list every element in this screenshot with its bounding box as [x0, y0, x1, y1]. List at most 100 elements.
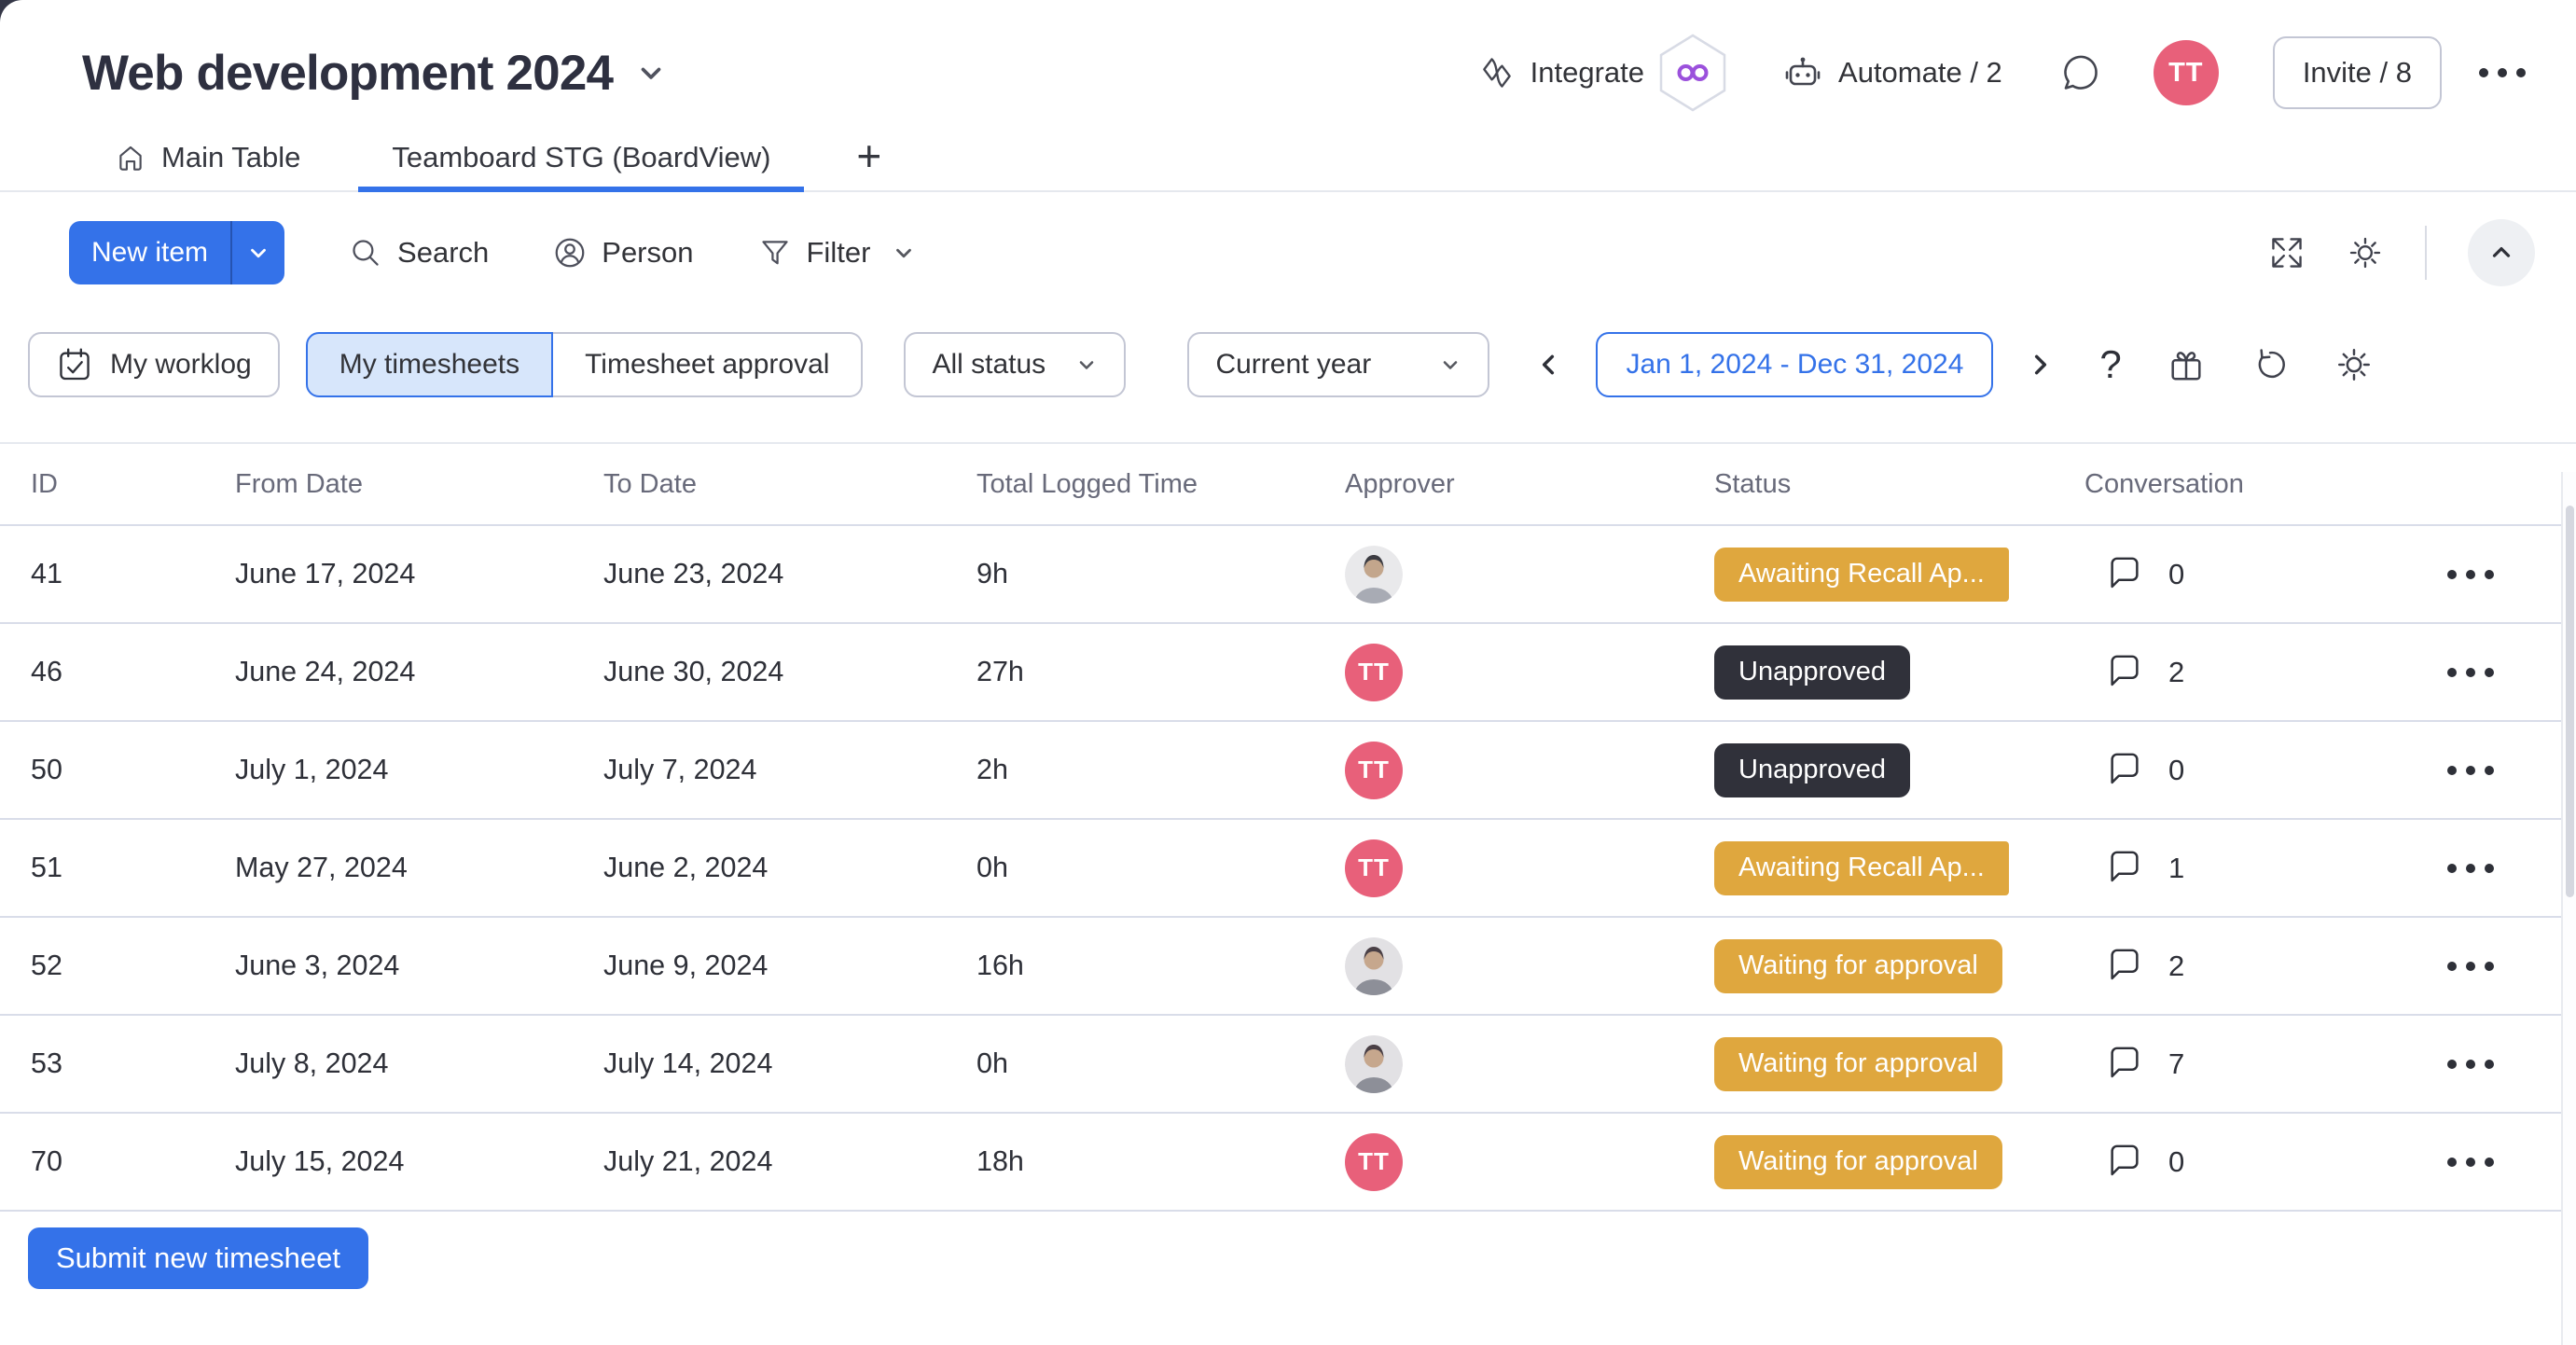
board-settings-button[interactable] [2347, 234, 2384, 271]
row-menu-button[interactable] [2447, 659, 2494, 686]
user-avatar[interactable]: TT [2153, 40, 2219, 105]
avatar-initials: TT [1345, 839, 1403, 897]
cell-conversation: 0 [2084, 751, 2447, 790]
status-badge[interactable]: Waiting for approval [1714, 1036, 2002, 1091]
cell-id: 70 [31, 1145, 62, 1177]
expand-view-button[interactable] [2268, 234, 2306, 271]
previous-period-button[interactable] [1534, 350, 1564, 380]
column-header[interactable]: Total Logged Time [976, 468, 1198, 499]
gear-icon [2349, 237, 2381, 269]
cell-status: Awaiting Recall Ap... [1714, 840, 2084, 895]
table-row: 52 June 3, 2024 June 9, 2024 16h Waiting… [0, 916, 2576, 1014]
view-tabs: Main Table Teamboard STG (BoardView) + [0, 125, 2576, 192]
approver-avatar[interactable]: TT [1345, 1132, 1403, 1191]
new-item-button[interactable]: New item [69, 221, 285, 284]
cell-approver: TT [1345, 839, 1714, 897]
cell-to-date: June 30, 2024 [603, 656, 784, 687]
cell-id: 53 [31, 1047, 62, 1079]
cell-to-date: July 21, 2024 [603, 1145, 773, 1177]
column-header[interactable]: Approver [1345, 468, 1455, 499]
row-menu-button[interactable] [2447, 854, 2494, 882]
board-title-chevron-icon[interactable] [635, 57, 667, 89]
toolbar-right [2268, 219, 2535, 286]
row-menu-button[interactable] [2447, 1050, 2494, 1078]
status-filter-select[interactable]: All status [904, 332, 1127, 397]
cell-to-date: July 7, 2024 [603, 754, 757, 785]
approver-avatar[interactable]: TT [1345, 643, 1403, 701]
approver-avatar[interactable]: TT [1345, 839, 1403, 897]
conversation-icon[interactable] [2105, 1143, 2144, 1182]
search-icon [353, 240, 379, 266]
chat-icon[interactable] [2060, 52, 2101, 93]
period-filter-value: Current year [1215, 349, 1372, 380]
new-item-label: New item [91, 237, 209, 268]
conversation-count: 0 [2168, 753, 2185, 786]
status-badge[interactable]: Awaiting Recall Ap... [1714, 547, 2009, 602]
cell-menu [2447, 854, 2576, 882]
next-period-button[interactable] [2025, 350, 2055, 380]
row-menu-button[interactable] [2447, 561, 2494, 589]
help-icon[interactable] [2099, 345, 2121, 384]
funnel-icon [761, 241, 788, 265]
status-badge[interactable]: Waiting for approval [1714, 938, 2002, 993]
integrations-badge[interactable] [1655, 32, 1730, 114]
widget-settings-gear-icon[interactable] [2334, 345, 2374, 384]
table-footer: Submit new timesheet [28, 1227, 2576, 1289]
row-menu-button[interactable] [2447, 952, 2494, 980]
chevron-down-icon[interactable] [892, 241, 916, 265]
approver-avatar[interactable]: TT [1345, 741, 1403, 799]
my-timesheets-tab[interactable]: My timesheets [305, 332, 554, 397]
home-icon [119, 146, 142, 171]
conversation-icon[interactable] [2105, 751, 2144, 790]
search-button[interactable]: Search [348, 235, 489, 270]
add-view-button[interactable]: + [856, 132, 882, 180]
collapse-header-button[interactable] [2468, 219, 2535, 286]
refresh-icon[interactable] [2251, 345, 2290, 384]
automate-button[interactable]: Automate / 2 [1782, 52, 2002, 93]
cell-to-date: June 9, 2024 [603, 950, 769, 981]
column-header[interactable]: From Date [235, 468, 363, 499]
status-badge[interactable]: Waiting for approval [1714, 1134, 2002, 1189]
integrate-icon [1482, 58, 1511, 88]
person-filter-button[interactable]: Person [552, 235, 694, 270]
column-header[interactable]: ID [31, 468, 58, 499]
vertical-scrollbar[interactable] [2561, 472, 2576, 1345]
integrate-button[interactable]: Integrate [1478, 54, 1644, 91]
row-menu-button[interactable] [2447, 756, 2494, 784]
timesheet-approval-tab[interactable]: Timesheet approval [553, 332, 864, 397]
table-rows: 41 June 17, 2024 June 23, 2024 9h Awaiti… [0, 524, 2576, 1212]
period-filter-select[interactable]: Current year [1187, 332, 1490, 397]
conversation-icon[interactable] [2105, 1045, 2144, 1084]
cell-to-date: June 23, 2024 [603, 558, 784, 589]
cell-id: 50 [31, 754, 62, 785]
approver-avatar[interactable] [1345, 545, 1403, 603]
status-badge[interactable]: Unapproved [1714, 645, 1910, 700]
page-title: Web development 2024 [82, 45, 614, 101]
my-worklog-button[interactable]: My worklog [28, 332, 280, 397]
invite-button[interactable]: Invite / 8 [2272, 36, 2442, 109]
scrollbar-thumb[interactable] [2566, 506, 2574, 897]
conversation-icon[interactable] [2105, 555, 2144, 594]
submit-new-timesheet-button[interactable]: Submit new timesheet [28, 1227, 368, 1289]
column-header[interactable]: Conversation [2084, 468, 2244, 499]
approver-avatar[interactable] [1345, 1034, 1403, 1093]
board-menu-button[interactable] [2470, 59, 2535, 87]
tab-teamboard-stg[interactable]: Teamboard STG (BoardView) [358, 125, 805, 192]
chevron-down-icon [1444, 361, 1458, 369]
conversation-icon[interactable] [2105, 849, 2144, 888]
column-header[interactable]: To Date [603, 468, 697, 499]
status-badge[interactable]: Unapproved [1714, 742, 1910, 797]
tab-main-table[interactable]: Main Table [114, 125, 300, 190]
whats-new-gift-icon[interactable] [2167, 345, 2206, 384]
column-header[interactable]: Status [1714, 468, 1792, 499]
new-item-split-button[interactable] [230, 221, 284, 284]
filter-button[interactable]: Filter [757, 235, 917, 270]
approver-avatar[interactable] [1345, 936, 1403, 995]
conversation-icon[interactable] [2105, 947, 2144, 986]
status-badge[interactable]: Awaiting Recall Ap... [1714, 840, 2009, 895]
cell-status: Unapproved [1714, 645, 2084, 700]
timesheet-filter-bar: My worklog My timesheets Timesheet appro… [28, 332, 2535, 397]
date-range-button[interactable]: Jan 1, 2024 - Dec 31, 2024 [1596, 332, 1994, 397]
conversation-icon[interactable] [2105, 653, 2144, 692]
row-menu-button[interactable] [2447, 1148, 2494, 1176]
